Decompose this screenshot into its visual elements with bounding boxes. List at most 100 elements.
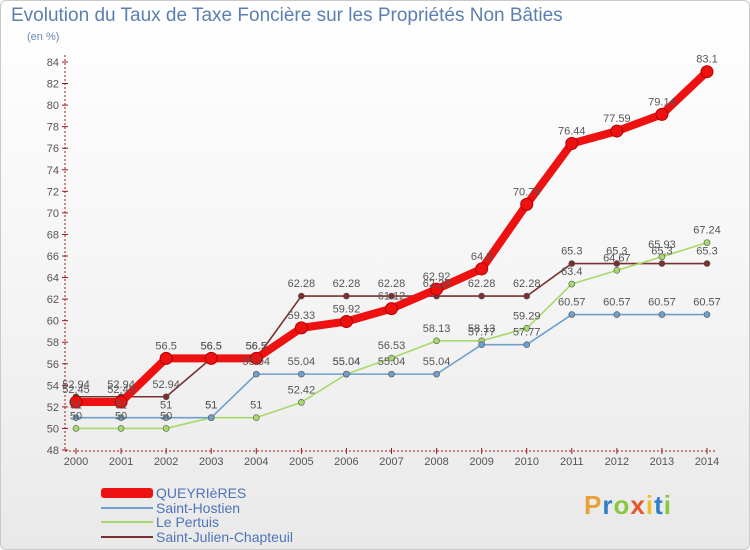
data-label: 55.04 — [333, 356, 361, 368]
data-label: 55.04 — [288, 356, 316, 368]
data-label: 56.5 — [201, 340, 222, 352]
data-label: 62.28 — [513, 278, 541, 290]
data-label: 51 — [115, 400, 127, 412]
data-label: 55.04 — [423, 356, 451, 368]
y-tick-label: 68 — [47, 229, 59, 241]
data-point — [565, 136, 579, 150]
legend-item-saint-hostien: Saint-Hostien — [101, 499, 341, 516]
y-tick-label: 60 — [47, 316, 59, 328]
logo-letter: t — [654, 490, 664, 520]
x-tick-label: 2012 — [605, 456, 629, 468]
data-point — [475, 262, 489, 276]
data-label: 62.92 — [423, 271, 451, 283]
data-label: 52.94 — [107, 379, 135, 391]
data-point — [162, 425, 170, 432]
data-point — [298, 370, 305, 378]
data-point — [703, 239, 711, 246]
data-point — [385, 302, 398, 316]
data-point — [433, 337, 440, 345]
data-label: 59.29 — [513, 310, 541, 322]
data-point — [298, 292, 305, 300]
data-label: 83.1 — [696, 54, 717, 66]
y-tick-label: 64 — [47, 273, 59, 285]
data-point — [613, 311, 621, 318]
data-label: 63.4 — [561, 266, 582, 278]
data-label: 51 — [250, 400, 262, 412]
data-point — [117, 414, 125, 421]
x-tick-label: 2011 — [560, 456, 584, 468]
data-point — [388, 354, 395, 362]
y-tick-label: 58 — [47, 337, 59, 349]
data-point — [298, 399, 305, 406]
legend-swatch-saint-hostien — [101, 506, 153, 509]
data-point — [568, 280, 576, 288]
y-tick-label: 52 — [47, 402, 59, 414]
data-point — [162, 393, 170, 401]
data-label: 50 — [70, 410, 82, 422]
data-label: 58.13 — [423, 323, 451, 335]
y-tick-label: 82 — [47, 79, 59, 91]
data-point — [343, 370, 350, 378]
data-label: 60.57 — [558, 297, 586, 309]
series-points — [69, 65, 714, 432]
data-label: 50 — [160, 410, 172, 422]
logo-letter: i — [645, 490, 655, 520]
data-point — [114, 395, 128, 409]
data-point — [658, 260, 666, 267]
y-tick-label: 76 — [47, 143, 59, 155]
data-label: 65.3 — [651, 246, 672, 258]
data-point — [613, 267, 621, 274]
data-point — [252, 370, 260, 378]
data-point — [610, 124, 624, 138]
chart-axes: 48 50 52 54 56 58 60 62 64 66 68 70 72 74 76 78 80 82 84 20… — [47, 55, 719, 468]
data-label: 52.42 — [288, 384, 316, 396]
data-label: 57.77 — [513, 327, 541, 339]
proxiti-logo: Proxiti — [584, 490, 672, 521]
x-tick-label: 2002 — [154, 456, 178, 468]
data-point — [568, 311, 576, 318]
logo-letter: i — [663, 490, 672, 520]
data-point — [294, 321, 308, 335]
data-label: 56.5 — [201, 340, 222, 352]
data-label: 60.57 — [603, 297, 631, 309]
data-point — [613, 260, 621, 267]
data-label: 59.92 — [333, 304, 361, 316]
data-label: 67.24 — [693, 225, 721, 237]
data-label: 51 — [160, 400, 172, 412]
data-label: 51 — [205, 400, 217, 412]
y-tick-label: 66 — [47, 251, 59, 263]
logo-letter: P — [584, 490, 603, 520]
data-label: 58.13 — [468, 323, 496, 335]
logo-letter: x — [630, 490, 646, 520]
legend-swatch-queyrieres — [101, 488, 153, 498]
data-label: 61.12 — [378, 291, 406, 303]
data-label: 56.5 — [155, 340, 176, 352]
data-label: 51 — [70, 400, 82, 412]
data-label: 60.57 — [648, 297, 676, 309]
logo-letter: o — [613, 490, 631, 520]
y-tick-label: 48 — [47, 445, 59, 457]
data-point — [159, 351, 173, 365]
x-tick-label: 2003 — [199, 456, 223, 468]
legend-label-queyrieres: QUEYRIèRES — [156, 485, 247, 501]
legend-label-saint-hostien: Saint-Hostien — [156, 499, 241, 516]
chart-title: Evolution du Taux de Taxe Foncière sur l… — [11, 5, 563, 26]
x-tick-label: 2000 — [64, 456, 88, 468]
data-point — [703, 311, 711, 318]
data-point — [162, 414, 170, 421]
chart-legend: QUEYRIèRES Saint-Hostien Le Pertuis Sain… — [101, 486, 341, 544]
x-tick-label: 2004 — [244, 456, 268, 468]
legend-item-le-pertuis: Le Pertuis — [101, 515, 341, 530]
data-label: 65.3 — [696, 246, 717, 258]
data-point — [520, 197, 534, 211]
x-tick-label: 2008 — [424, 456, 448, 468]
legend-label-le-pertuis: Le Pertuis — [156, 514, 220, 530]
y-tick-label: 50 — [47, 423, 59, 435]
data-label: 79.14 — [648, 96, 676, 108]
data-point — [388, 292, 395, 300]
y-tick-label: 62 — [47, 294, 59, 306]
data-label: 52.94 — [152, 379, 180, 391]
data-label: 56.53 — [378, 340, 406, 352]
data-point — [523, 292, 531, 300]
